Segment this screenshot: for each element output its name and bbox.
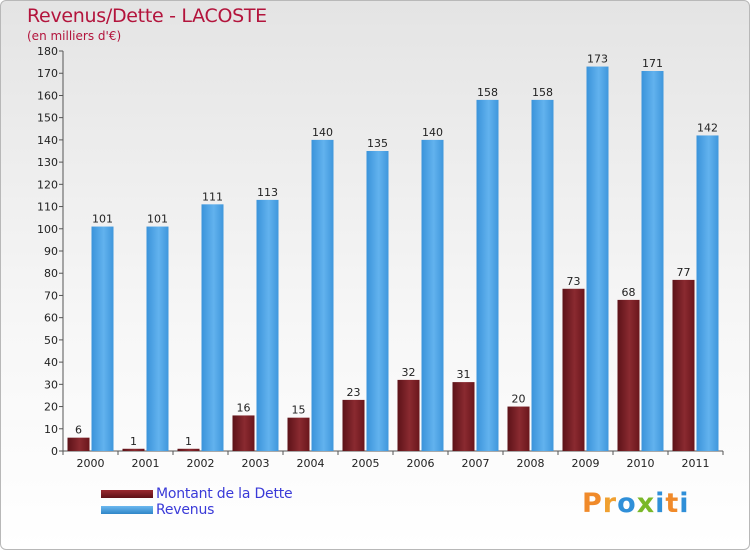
logo-letter: t	[665, 488, 680, 519]
y-tick-label: 170	[37, 67, 58, 80]
y-tick-label: 80	[44, 267, 58, 280]
data-label-dette: 77	[677, 266, 691, 279]
x-tick-label: 2000	[77, 457, 105, 470]
bar-revenus	[696, 135, 719, 451]
bar-dette	[177, 448, 200, 451]
data-label-revenus: 111	[202, 190, 223, 203]
data-label-revenus: 173	[587, 53, 608, 66]
x-tick-label: 2001	[132, 457, 160, 470]
x-tick-label: 2007	[462, 457, 490, 470]
x-tick-label: 2003	[242, 457, 270, 470]
legend-swatch-dette	[101, 490, 153, 498]
y-tick-label: 60	[44, 312, 58, 325]
x-tick-label: 2004	[297, 457, 325, 470]
x-tick-label: 2009	[572, 457, 600, 470]
y-tick-label: 70	[44, 289, 58, 302]
data-label-revenus: 101	[92, 213, 113, 226]
bar-revenus	[586, 66, 609, 452]
bar-revenus	[91, 226, 114, 451]
bar-revenus	[366, 151, 389, 451]
bar-dette	[122, 448, 145, 451]
bar-revenus	[531, 99, 554, 451]
chart-subtitle: (en milliers d'€)	[27, 29, 122, 43]
data-label-dette: 6	[75, 424, 82, 437]
bar-revenus	[256, 199, 279, 451]
x-tick-label: 2006	[407, 457, 435, 470]
legend-label-revenus: Revenus	[156, 502, 215, 518]
plot-area: 0102030405060708090100110120130140150160…	[37, 45, 724, 470]
logo-letter: i	[679, 488, 690, 519]
bar-dette	[672, 279, 695, 451]
bar-dette	[507, 406, 530, 451]
data-label-dette: 32	[402, 366, 416, 379]
data-label-dette: 73	[567, 275, 581, 288]
y-tick-label: 10	[44, 423, 58, 436]
y-tick-label: 50	[44, 334, 58, 347]
bar-revenus	[476, 99, 499, 451]
logo-letter: o	[617, 488, 637, 519]
y-tick-label: 180	[37, 45, 58, 58]
bar-dette	[287, 417, 310, 451]
logo-letter: P	[582, 488, 603, 519]
logo-letter: r	[602, 488, 618, 519]
y-tick-label: 120	[37, 178, 58, 191]
legend-swatch-revenus	[101, 506, 153, 514]
bar-dette	[67, 437, 90, 451]
data-label-dette: 68	[622, 286, 636, 299]
logo-letter: i	[655, 488, 666, 519]
x-tick-label: 2010	[627, 457, 655, 470]
y-tick-label: 140	[37, 134, 58, 147]
data-label-revenus: 171	[642, 57, 663, 70]
chart-title: Revenus/Dette - LACOSTE	[27, 5, 267, 27]
data-label-dette: 20	[512, 393, 526, 406]
legend-label-dette: Montant de la Dette	[156, 486, 293, 502]
bar-dette	[452, 382, 475, 451]
data-label-revenus: 101	[147, 213, 168, 226]
data-label-dette: 31	[457, 368, 471, 381]
logo-letter: x	[636, 488, 656, 519]
data-label-revenus: 142	[697, 121, 718, 134]
y-tick-label: 0	[51, 445, 58, 458]
data-label-revenus: 158	[477, 86, 498, 99]
bar-revenus	[146, 226, 169, 451]
proxiti-logo: Proxiti	[582, 488, 690, 519]
y-tick-label: 90	[44, 245, 58, 258]
bar-revenus	[201, 204, 224, 451]
y-tick-label: 150	[37, 112, 58, 125]
x-tick-label: 2011	[682, 457, 710, 470]
data-label-revenus: 140	[422, 126, 443, 139]
bar-revenus	[421, 139, 444, 451]
data-label-dette: 1	[130, 435, 137, 448]
data-label-dette: 15	[292, 404, 306, 417]
bar-dette	[562, 288, 585, 451]
y-tick-label: 30	[44, 378, 58, 391]
data-label-revenus: 113	[257, 186, 278, 199]
data-label-dette: 16	[237, 401, 251, 414]
y-tick-label: 40	[44, 356, 58, 369]
bar-dette	[342, 399, 365, 451]
x-tick-label: 2008	[517, 457, 545, 470]
x-tick-label: 2005	[352, 457, 380, 470]
bar-dette	[232, 415, 255, 451]
y-tick-label: 110	[37, 201, 58, 214]
data-label-revenus: 158	[532, 86, 553, 99]
data-label-dette: 23	[347, 386, 361, 399]
y-tick-label: 130	[37, 156, 58, 169]
y-tick-label: 20	[44, 401, 58, 414]
x-tick-label: 2002	[187, 457, 215, 470]
data-label-revenus: 140	[312, 126, 333, 139]
bar-dette	[397, 379, 420, 451]
y-tick-label: 100	[37, 223, 58, 236]
bar-revenus	[311, 139, 334, 451]
bar-revenus	[641, 71, 664, 451]
data-label-dette: 1	[185, 435, 192, 448]
bar-dette	[617, 299, 640, 451]
y-tick-label: 160	[37, 89, 58, 102]
data-label-revenus: 135	[367, 137, 388, 150]
